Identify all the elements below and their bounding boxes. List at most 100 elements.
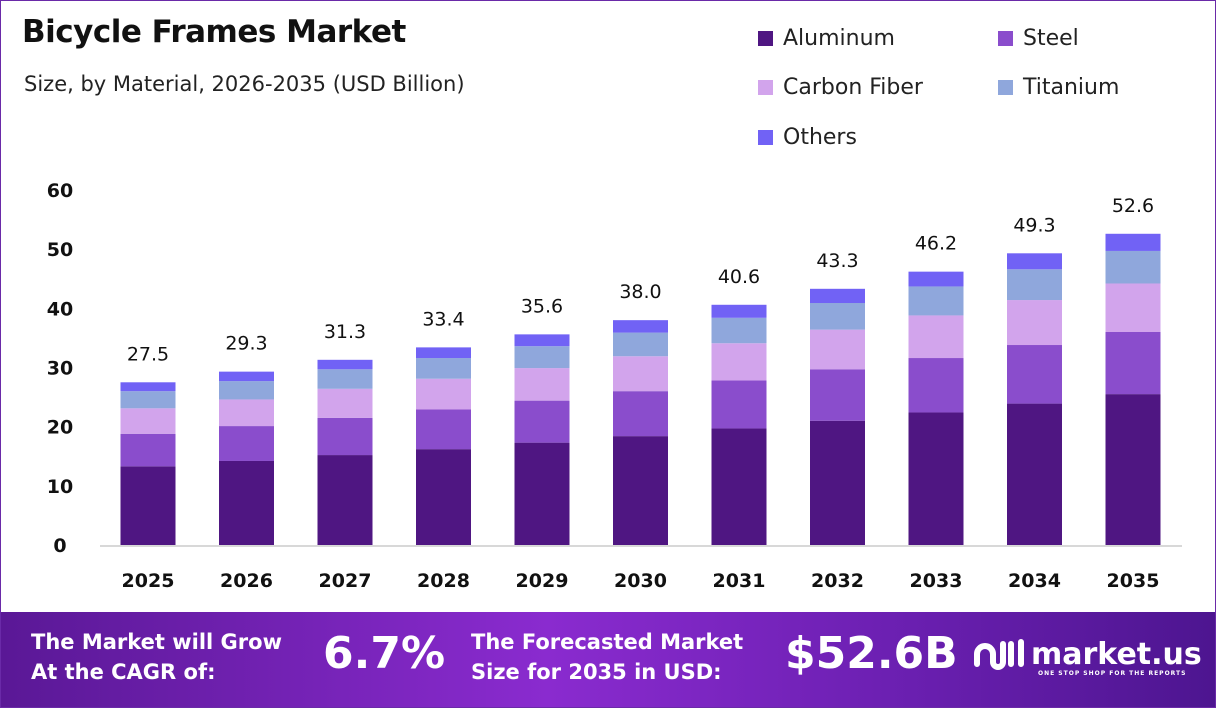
stacked-bar-chart: 010203040506027.5202529.3202631.3202733.… (47, 180, 1182, 592)
bar-segment-steel (1105, 332, 1161, 395)
bar-segment-carbon-fiber (613, 356, 668, 392)
bar-segment-others (908, 271, 964, 287)
x-tick-label: 2027 (319, 570, 372, 592)
bar-segment-titanium (416, 358, 471, 379)
legend-item-aluminum: Aluminum (758, 26, 895, 51)
bar-segment-steel (317, 417, 373, 456)
legend-label: Others (783, 125, 857, 150)
bar-segment-others (219, 371, 274, 382)
bar-total-label: 46.2 (915, 233, 957, 255)
bar-segment-titanium (711, 317, 767, 344)
x-tick-label: 2034 (1008, 570, 1061, 592)
cagr-label: The Market will Grow At the CAGR of: (31, 627, 282, 687)
y-tick-label: 20 (47, 417, 73, 439)
legend-item-titanium: Titanium (998, 75, 1119, 100)
x-tick-label: 2031 (713, 570, 766, 592)
legend-item-carbon-fiber: Carbon Fiber (758, 75, 923, 100)
cagr-label-line: At the CAGR of: (31, 660, 216, 684)
x-tick-label: 2025 (122, 570, 175, 592)
y-tick-label: 40 (47, 298, 73, 320)
x-tick-label: 2028 (417, 570, 470, 592)
legend-swatch (758, 130, 773, 145)
y-tick-label: 50 (47, 239, 73, 261)
bar-total-label: 49.3 (1013, 214, 1055, 236)
bar-segment-steel (613, 391, 668, 437)
cagr-value: 6.7% (323, 628, 446, 679)
bar-segment-carbon-fiber (1105, 283, 1161, 332)
bar-segment-steel (120, 433, 176, 467)
chart-subtitle: Size, by Material, 2026-2035 (USD Billio… (24, 72, 465, 96)
bar-segment-others (120, 382, 176, 392)
bar-total-label: 52.6 (1112, 195, 1154, 217)
bar-segment-aluminum (1007, 403, 1062, 545)
bar-segment-carbon-fiber (219, 399, 274, 427)
bar-segment-others (711, 304, 767, 318)
chart-title: Bicycle Frames Market (22, 14, 406, 50)
bar-total-label: 43.3 (816, 250, 858, 272)
bar-segment-titanium (1105, 250, 1161, 284)
bar-segment-aluminum (711, 428, 767, 545)
bar-segment-aluminum (416, 449, 471, 545)
legend-item-others: Others (758, 125, 857, 150)
legend-swatch (998, 31, 1013, 46)
x-tick-label: 2032 (811, 570, 864, 592)
bar-segment-steel (219, 426, 274, 461)
bar-segment-carbon-fiber (908, 315, 964, 359)
bar-segment-carbon-fiber (120, 408, 176, 434)
legend-swatch (758, 80, 773, 95)
bar-segment-titanium (810, 303, 865, 330)
bar-segment-titanium (1007, 269, 1062, 301)
y-tick-label: 30 (47, 358, 73, 380)
brand-logo: market.us (973, 634, 1202, 674)
bar-segment-titanium (120, 391, 176, 409)
bar-segment-titanium (317, 369, 373, 389)
legend-label: Titanium (1023, 75, 1120, 100)
bar-segment-aluminum (317, 455, 373, 545)
bar-total-label: 35.6 (521, 295, 563, 317)
x-tick-label: 2030 (614, 570, 667, 592)
bar-segment-steel (810, 369, 865, 421)
bar-segment-aluminum (120, 466, 176, 545)
bar-total-label: 33.4 (422, 308, 464, 330)
forecast-label-line: Size for 2035 in USD: (471, 660, 722, 684)
bar-segment-carbon-fiber (317, 388, 373, 418)
legend-label: Carbon Fiber (783, 75, 923, 100)
bar-total-label: 27.5 (127, 343, 169, 365)
bar-segment-carbon-fiber (810, 329, 865, 370)
legend-label: Aluminum (783, 26, 895, 51)
y-tick-label: 10 (47, 476, 73, 498)
brand-name: market.us (1031, 636, 1202, 672)
legend-item-steel: Steel (998, 26, 1079, 51)
bar-segment-others (613, 320, 668, 333)
bar-segment-carbon-fiber (416, 378, 471, 410)
bar-segment-titanium (219, 381, 274, 400)
bar-total-label: 40.6 (718, 266, 760, 288)
bar-total-label: 38.0 (619, 281, 661, 303)
x-tick-label: 2035 (1107, 570, 1160, 592)
bar-segment-titanium (908, 286, 964, 316)
bar-segment-titanium (514, 346, 570, 369)
bar-segment-carbon-fiber (514, 368, 570, 401)
bar-segment-others (317, 359, 373, 370)
bar-segment-aluminum (1105, 394, 1161, 545)
bar-total-label: 31.3 (324, 321, 366, 343)
cagr-label-line: The Market will Grow (31, 630, 282, 654)
forecast-value: $52.6B (785, 628, 958, 679)
bar-segment-aluminum (613, 436, 668, 545)
market-us-logo-icon (974, 639, 1024, 670)
legend-swatch (758, 31, 773, 46)
bar-segment-steel (416, 409, 471, 450)
forecast-label: The Forecasted Market Size for 2035 in US… (471, 627, 743, 687)
footer-banner: The Market will Grow At the CAGR of: 6.7%… (1, 612, 1215, 707)
x-tick-label: 2029 (516, 570, 569, 592)
bar-segment-others (810, 288, 865, 304)
bar-segment-titanium (613, 332, 668, 357)
bar-segment-carbon-fiber (1007, 300, 1062, 346)
y-tick-label: 0 (53, 535, 66, 557)
bar-segment-aluminum (514, 442, 570, 545)
legend-swatch (998, 80, 1013, 95)
bar-segment-others (514, 334, 570, 347)
bar-segment-others (1105, 233, 1161, 251)
bar-segment-steel (1007, 345, 1062, 404)
bar-segment-aluminum (219, 460, 274, 545)
